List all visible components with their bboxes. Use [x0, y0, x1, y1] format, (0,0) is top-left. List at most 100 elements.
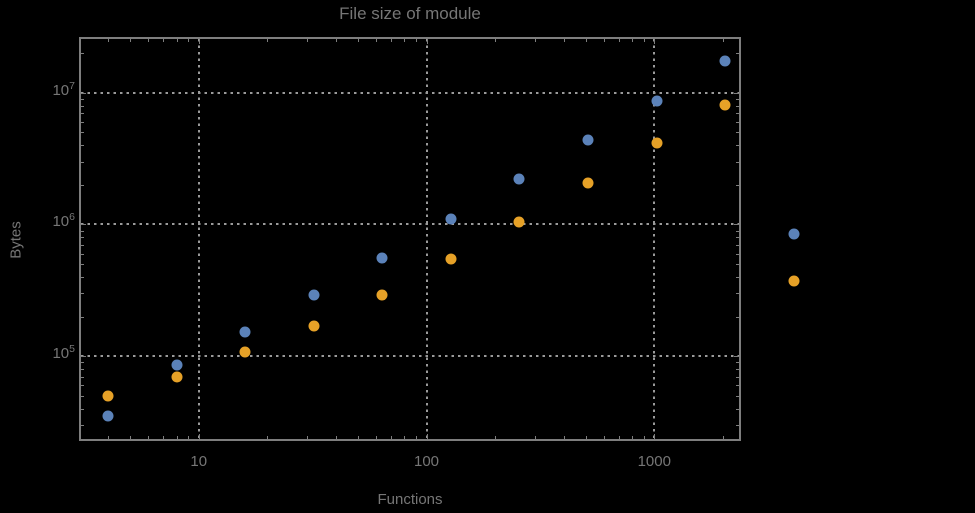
data-point-orange-series	[582, 177, 594, 189]
y-tick-mark	[736, 113, 739, 115]
y-tick-mark	[81, 316, 84, 318]
x-tick-mark	[198, 39, 200, 44]
x-tick-mark	[267, 39, 269, 42]
y-tick-mark	[81, 145, 84, 147]
data-point-blue-series	[513, 173, 525, 185]
y-tick-exponent: 6	[69, 211, 75, 224]
x-tick-mark	[130, 436, 132, 439]
y-tick-mark	[736, 105, 739, 107]
data-point-blue-series	[376, 252, 388, 264]
y-tick-mark	[81, 105, 84, 107]
x-tick-mark	[563, 39, 565, 42]
y-tick-mark	[736, 293, 739, 295]
y-gridline	[81, 91, 739, 94]
x-tick-mark	[176, 39, 178, 42]
x-tick-mark	[618, 436, 620, 439]
data-point-blue-series	[308, 289, 320, 301]
y-tick-mark	[736, 145, 739, 147]
x-tick-mark	[130, 39, 132, 42]
y-tick-mark	[81, 408, 84, 410]
y-tick-mark	[81, 224, 86, 226]
x-tick-mark	[188, 436, 190, 439]
x-tick-mark	[495, 436, 497, 439]
y-tick-mark	[736, 237, 739, 239]
x-tick-mark	[643, 39, 645, 42]
x-tick-mark	[585, 39, 587, 42]
y-tick-mark	[81, 98, 84, 100]
y-tick-mark	[81, 237, 84, 239]
x-tick-mark	[307, 436, 309, 439]
data-point-orange-series	[308, 320, 320, 332]
y-tick-base: 10	[52, 213, 70, 231]
y-tick-mark	[736, 253, 739, 255]
data-point-blue-series	[788, 228, 800, 240]
y-tick-mark	[81, 184, 84, 186]
y-tick-mark	[81, 244, 84, 246]
data-point-blue-series	[582, 134, 594, 146]
data-point-orange-series	[239, 346, 251, 358]
x-axis-title: Functions	[377, 491, 443, 508]
x-tick-mark	[643, 436, 645, 439]
x-tick-mark	[722, 39, 724, 42]
y-tick-label: 107	[17, 81, 75, 101]
y-tick-mark	[81, 122, 84, 124]
data-point-orange-series	[102, 390, 114, 402]
x-gridline	[653, 39, 656, 439]
data-point-blue-series	[171, 359, 183, 371]
x-tick-mark	[603, 39, 605, 42]
x-tick-mark	[176, 436, 178, 439]
y-tick-mark	[736, 230, 739, 232]
x-tick-mark	[163, 436, 165, 439]
x-tick-mark	[335, 39, 337, 42]
y-tick-mark	[81, 424, 84, 426]
x-tick-mark	[404, 39, 406, 42]
y-tick-mark	[736, 132, 739, 134]
y-tick-mark	[736, 376, 739, 378]
y-tick-mark	[81, 385, 84, 387]
y-tick-mark	[734, 92, 739, 94]
data-point-blue-series	[102, 410, 114, 422]
x-tick-mark	[375, 436, 377, 439]
y-tick-mark	[736, 276, 739, 278]
data-point-orange-series	[376, 289, 388, 301]
y-tick-label: 105	[17, 344, 75, 364]
chart-title: File size of module	[339, 4, 481, 23]
data-point-blue-series	[719, 55, 731, 67]
y-tick-mark	[81, 113, 84, 115]
x-tick-mark	[148, 436, 150, 439]
y-tick-mark	[736, 424, 739, 426]
data-point-orange-series	[171, 371, 183, 383]
y-tick-mark	[736, 368, 739, 370]
x-tick-mark	[535, 39, 537, 42]
x-tick-mark	[416, 436, 418, 439]
y-tick-mark	[736, 408, 739, 410]
x-tick-mark	[307, 39, 309, 42]
plot-area	[79, 37, 800, 441]
y-tick-mark	[736, 385, 739, 387]
y-tick-mark	[81, 356, 86, 358]
y-tick-mark	[736, 122, 739, 124]
x-tick-mark	[618, 39, 620, 42]
data-point-orange-series	[445, 253, 457, 265]
y-gridline	[81, 355, 739, 358]
y-tick-base: 10	[52, 81, 70, 99]
x-tick-mark	[722, 436, 724, 439]
x-tick-mark	[108, 39, 110, 42]
data-point-blue-series	[239, 326, 251, 338]
data-point-orange-series	[513, 216, 525, 228]
y-tick-exponent: 5	[69, 343, 75, 356]
y-tick-mark	[736, 362, 739, 364]
y-tick-mark	[734, 356, 739, 358]
y-tick-mark	[81, 368, 84, 370]
y-tick-mark	[81, 376, 84, 378]
y-tick-mark	[736, 53, 739, 55]
data-point-orange-series	[788, 275, 800, 287]
x-tick-mark	[603, 436, 605, 439]
y-tick-mark	[736, 316, 739, 318]
y-tick-mark	[736, 264, 739, 266]
y-tick-mark	[81, 276, 84, 278]
x-tick-mark	[585, 436, 587, 439]
y-tick-mark	[81, 230, 84, 232]
x-gridline	[197, 39, 200, 439]
y-tick-exponent: 7	[69, 79, 75, 92]
